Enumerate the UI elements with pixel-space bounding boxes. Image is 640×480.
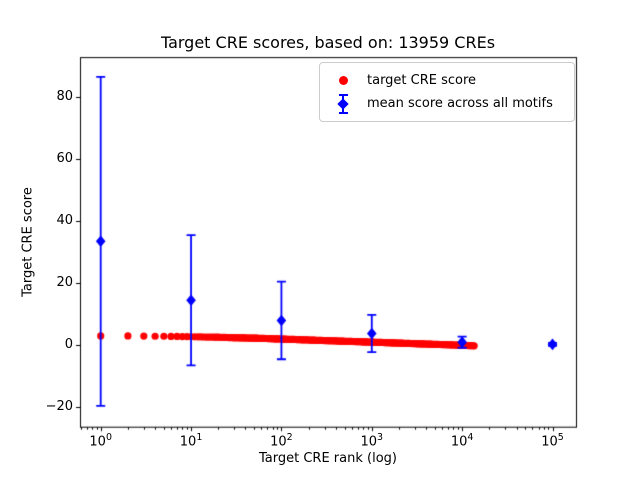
x-tick-label: 102 <box>270 432 293 450</box>
legend-label: target CRE score <box>367 73 477 88</box>
diamond-errorbar-marker-icon <box>328 93 358 114</box>
legend-entry-mean-score: mean score across all motifs <box>328 92 566 115</box>
legend-label: mean score across all motifs <box>367 96 553 111</box>
x-tick-label: 104 <box>450 432 474 450</box>
chart-title: Target CRE scores, based on: 13959 CREs <box>160 33 496 52</box>
x-tick-labels: 100 101 102 103 104 105 <box>0 432 640 454</box>
x-tick-label: 103 <box>360 432 384 450</box>
x-axis-label: Target CRE rank (log) <box>259 451 397 466</box>
x-tick-label: 101 <box>179 432 203 450</box>
circle-marker-icon <box>328 71 358 91</box>
legend: target CRE score mean score across all m… <box>319 62 575 122</box>
legend-entry-target-cre-score: target CRE score <box>328 69 566 92</box>
x-tick-label: 105 <box>541 432 564 450</box>
x-tick-label: 100 <box>89 432 112 450</box>
y-axis-label: Target CRE score <box>20 187 36 297</box>
